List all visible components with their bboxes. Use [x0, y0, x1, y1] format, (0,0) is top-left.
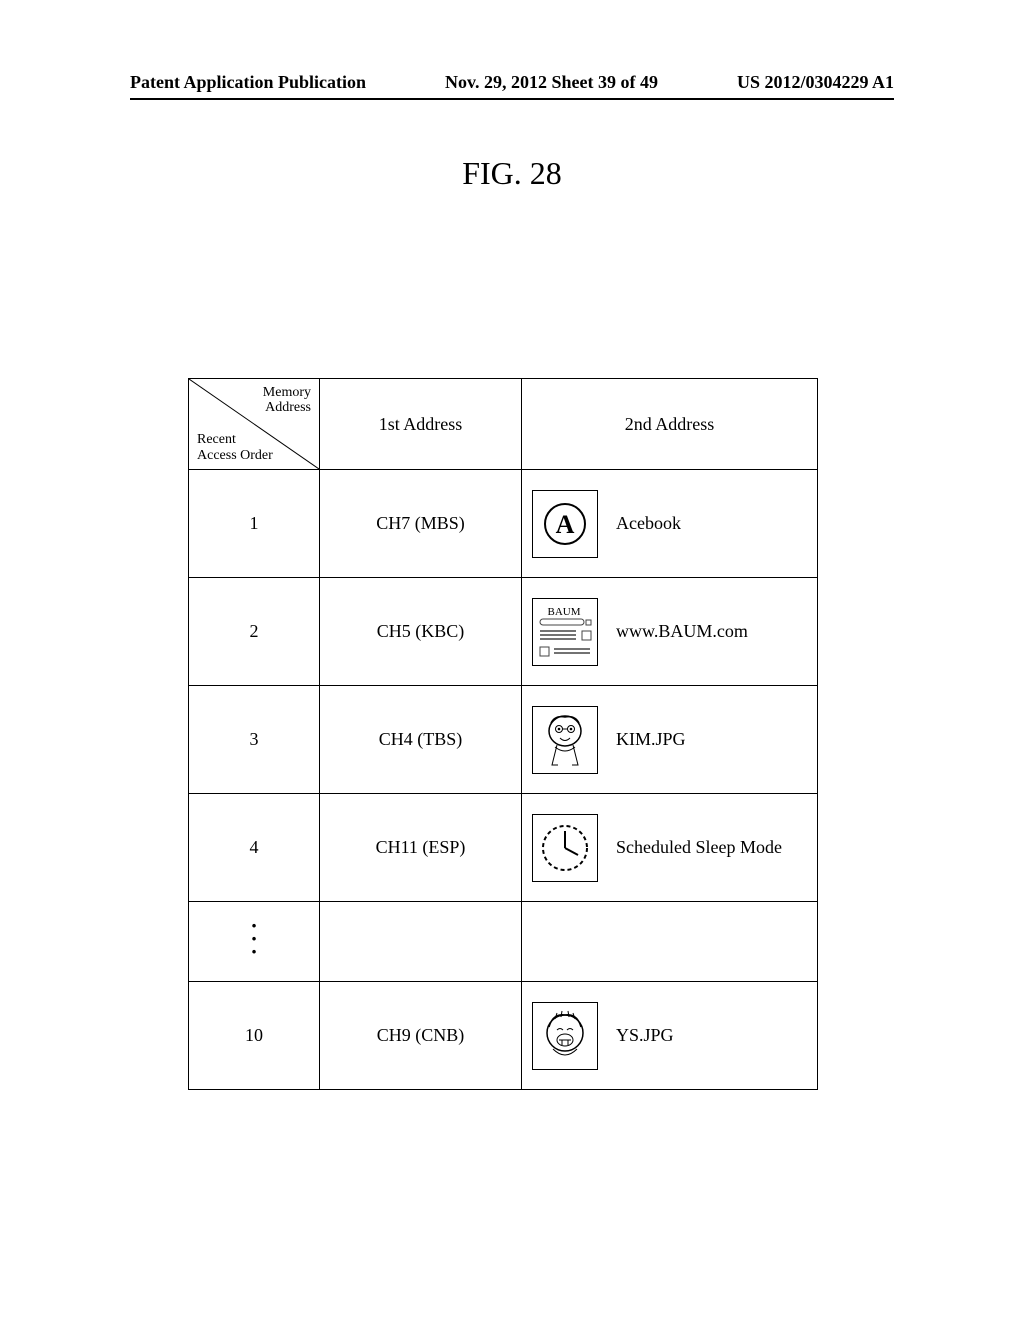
figure-title: FIG. 28 [0, 155, 1024, 192]
addr2-cell: A Acebook [522, 470, 818, 578]
addr1-cell: CH5 (KBC) [320, 578, 522, 686]
order-cell: 3 [189, 686, 320, 794]
addr2-cell: Scheduled Sleep Mode [522, 794, 818, 902]
header-rule [130, 98, 894, 100]
addr2-label: YS.JPG [616, 1025, 674, 1046]
baum-text: BAUM [547, 606, 580, 618]
header-center: Nov. 29, 2012 Sheet 39 of 49 [445, 72, 658, 93]
kim-jpg-icon [532, 706, 598, 774]
header-row: MemoryAddress RecentAccess Order 1st Add… [189, 379, 818, 470]
vertical-dots-icon: ··· [250, 919, 257, 959]
order-cell: 4 [189, 794, 320, 902]
ys-jpg-icon [532, 1002, 598, 1070]
addr1-cell: CH4 (TBS) [320, 686, 522, 794]
memory-table: MemoryAddress RecentAccess Order 1st Add… [188, 378, 818, 1090]
acebook-icon: A [532, 490, 598, 558]
addr2-cell: YS.JPG [522, 982, 818, 1090]
table-row: 3 CH4 (TBS) KIM.JPG [189, 686, 818, 794]
addr2-cell: BAUM www.BAUM.com [522, 578, 818, 686]
order-cell: 2 [189, 578, 320, 686]
order-cell: 10 [189, 982, 320, 1090]
addr2-label: Scheduled Sleep Mode [616, 837, 782, 858]
order-cell-dots: ··· [189, 902, 320, 982]
table-row-ellipsis: ··· [189, 902, 818, 982]
table-row: 10 CH9 (CNB) [189, 982, 818, 1090]
addr1-cell-empty [320, 902, 522, 982]
header-diagonal-cell: MemoryAddress RecentAccess Order [189, 379, 320, 470]
table-row: 2 CH5 (KBC) BAUM [189, 578, 818, 686]
addr1-cell: CH7 (MBS) [320, 470, 522, 578]
addr2-label: KIM.JPG [616, 729, 686, 750]
col-header-addr1: 1st Address [320, 379, 522, 470]
addr2-cell-empty [522, 902, 818, 982]
addr2-label: Acebook [616, 513, 681, 534]
baum-site-icon: BAUM [532, 598, 598, 666]
table-row: 1 CH7 (MBS) A Acebook [189, 470, 818, 578]
addr2-cell: KIM.JPG [522, 686, 818, 794]
diag-bottom-label: RecentAccess Order [197, 432, 273, 463]
addr1-cell: CH9 (CNB) [320, 982, 522, 1090]
header-left: Patent Application Publication [130, 72, 366, 93]
header-right: US 2012/0304229 A1 [737, 72, 894, 93]
addr1-cell: CH11 (ESP) [320, 794, 522, 902]
clock-icon [532, 814, 598, 882]
order-cell: 1 [189, 470, 320, 578]
table-row: 4 CH11 (ESP) Scheduled Sleep Mode [189, 794, 818, 902]
diag-top-label: MemoryAddress [263, 385, 311, 416]
page-header: Patent Application Publication Nov. 29, … [130, 72, 894, 93]
svg-text:A: A [556, 510, 575, 539]
col-header-addr2: 2nd Address [522, 379, 818, 470]
addr2-label: www.BAUM.com [616, 621, 748, 642]
